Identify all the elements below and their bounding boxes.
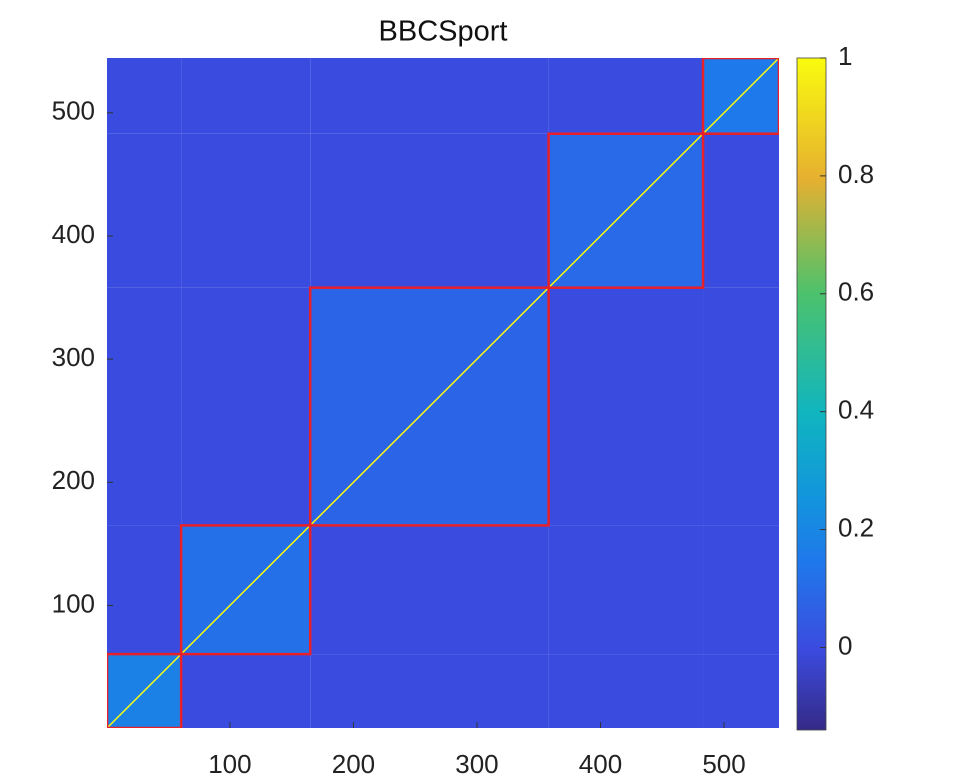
x-tick-label: 300	[455, 749, 498, 779]
heatmap-cell	[181, 58, 311, 134]
x-tick-label: 500	[702, 749, 745, 779]
cluster-box	[547, 132, 705, 289]
x-tick-label: 400	[579, 749, 622, 779]
heatmap-cell	[703, 133, 779, 288]
cluster-box	[107, 652, 183, 728]
cluster-box	[179, 524, 312, 656]
y-tick-label: 300	[52, 342, 95, 372]
colorbar	[796, 57, 827, 731]
y-tick-label: 500	[52, 96, 95, 126]
colorbar-tick-label: 1	[838, 41, 852, 71]
heatmap-cell	[107, 133, 182, 288]
colorbar-tick-label: 0.8	[838, 159, 874, 189]
heatmap-cell	[310, 133, 549, 288]
heatmap-cell	[310, 654, 549, 728]
chart-title: BBCSport	[379, 16, 508, 48]
heatmap-cell	[181, 133, 311, 288]
heatmap-cell	[107, 58, 182, 134]
diagonal	[107, 58, 779, 728]
y-tick-label: 400	[52, 219, 95, 249]
heatmap-cell	[181, 654, 311, 728]
heatmap-cell	[310, 58, 549, 134]
heatmap-cell	[548, 58, 704, 134]
colorbar-tick-label: 0.2	[838, 512, 874, 542]
heatmap-cell	[703, 287, 779, 526]
heatmap-cell	[107, 287, 182, 526]
heatmap-cell	[310, 525, 549, 655]
y-tick-label: 200	[52, 465, 95, 495]
heatmap-cell	[703, 654, 779, 728]
y-tick-label: 100	[52, 588, 95, 618]
heatmap-cell	[548, 287, 704, 526]
colorbar-tick-label: 0.6	[838, 277, 874, 307]
heatmap-cell	[181, 287, 311, 526]
heatmap-cell	[548, 654, 704, 728]
cluster-box	[701, 58, 779, 135]
colorbar-tick-label: 0	[838, 630, 852, 660]
colorbar-tick-label: 0.4	[838, 395, 874, 425]
heatmap-cell	[107, 525, 182, 655]
x-tick-label: 200	[332, 749, 375, 779]
heatmap-cell	[548, 525, 704, 655]
x-tick-label: 100	[208, 749, 251, 779]
cluster-box	[308, 286, 550, 527]
heatmap-cell	[703, 525, 779, 655]
